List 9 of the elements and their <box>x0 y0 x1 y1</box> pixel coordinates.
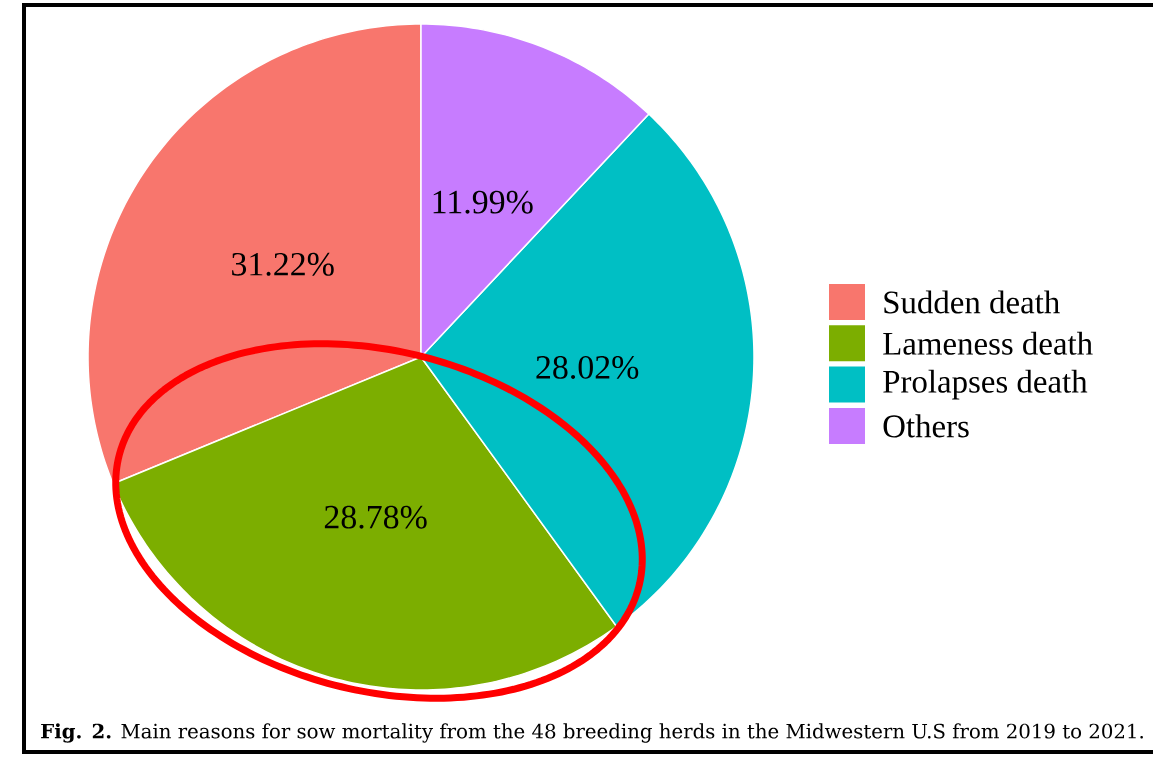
data-label: 28.78% <box>324 505 427 529</box>
data-label: 31.22% <box>232 252 334 276</box>
data-label: 11.99% <box>433 190 533 214</box>
legend-label: Sudden death <box>884 290 1060 314</box>
legend-label: Prolapses death <box>883 369 1088 400</box>
legend-label: Others <box>883 414 969 438</box>
legend-label: Lameness death <box>883 331 1093 355</box>
text: Fig. 2. Main reasons for sow mortality from the 48 breeding herds in the Midwestern U.S from 2019 to 2021. <box>41 723 1143 743</box>
data-label: 28.02% <box>536 355 639 379</box>
